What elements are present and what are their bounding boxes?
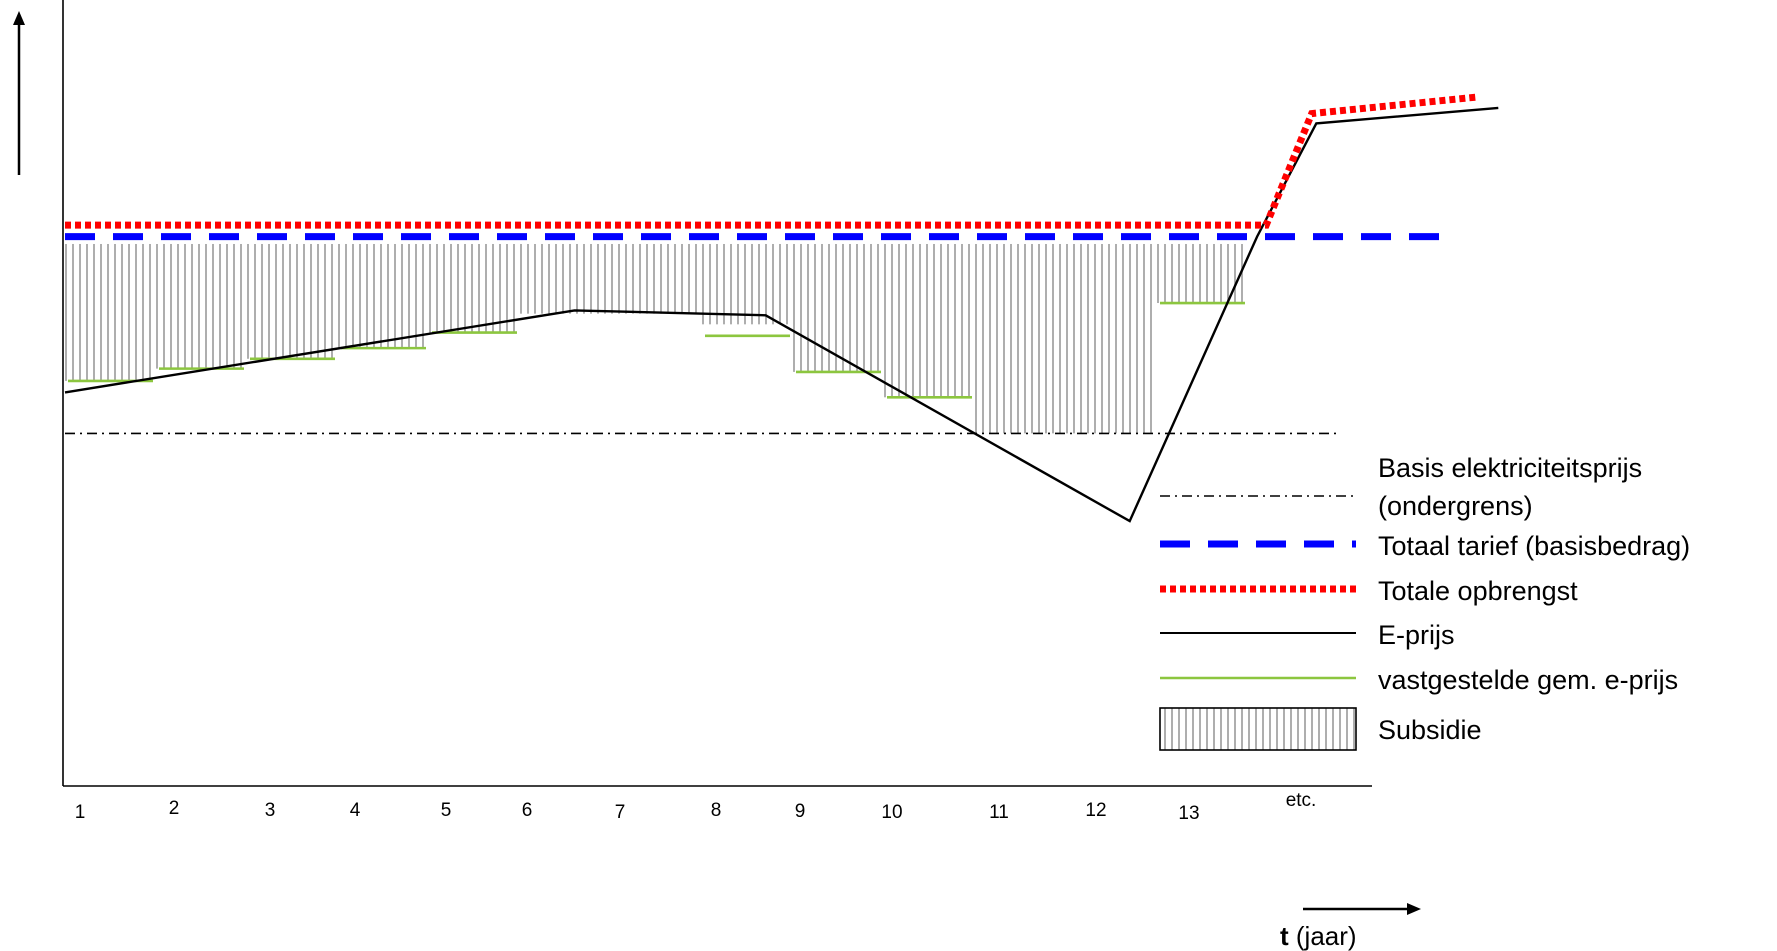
subsidy-bar-5 <box>429 243 520 333</box>
subsidy-bar-12 <box>1066 243 1157 434</box>
x-tick-label: 3 <box>265 800 276 821</box>
x-tick-label: 5 <box>441 800 452 821</box>
x-tick-label: 10 <box>881 802 902 823</box>
legend-label-gem: vastgestelde gem. e-prijs <box>1378 665 1678 695</box>
x-tick-label: 8 <box>711 800 722 821</box>
legend-label-basis: Basis elektriciteitsprijs <box>1378 453 1642 483</box>
x-tick-label: 12 <box>1085 800 1106 821</box>
subsidy-bars <box>65 243 1248 434</box>
subsidy-bar-13 <box>1157 243 1248 304</box>
subsidy-bar-8 <box>702 243 793 325</box>
x-tick-label: 6 <box>522 800 533 821</box>
x-tick-label: 1 <box>75 802 86 823</box>
x-axis-label-rest: (jaar) <box>1289 921 1357 951</box>
x-tick-label: 9 <box>795 801 806 822</box>
series-line-eprijs <box>64 106 1499 523</box>
subsidy-bar-9 <box>793 243 884 372</box>
subsidy-bar-7 <box>611 243 702 314</box>
legend: Basis elektriciteitsprijs (ondergrens) Tot… <box>1159 453 1690 751</box>
x-tick-label: 2 <box>169 798 180 819</box>
legend-label-basis: (ondergrens) <box>1378 491 1533 521</box>
series-lines <box>64 93 1499 523</box>
subsidy-bar-6 <box>520 243 611 314</box>
series-line-opbrengst <box>65 93 1476 229</box>
x-tick-label: 4 <box>350 800 361 821</box>
legend-label-subsidie: Subsidie <box>1378 715 1482 745</box>
x-axis-label-bold: t <box>1280 921 1289 951</box>
x-tick-label: 7 <box>615 802 626 823</box>
subsidy-bar-4 <box>338 243 429 349</box>
legend-label-tarief: Totaal tarief (basisbedrag) <box>1378 531 1690 561</box>
x-tick-label: 13 <box>1178 803 1199 824</box>
legend-swatch-subsidie <box>1159 707 1357 751</box>
subsidy-bar-2 <box>156 243 247 369</box>
x-tick-label: 11 <box>989 802 1009 823</box>
x-axis-label: t (jaar) <box>1280 921 1357 951</box>
legend-label-opbrengst: Totale opbrengst <box>1378 576 1578 606</box>
x-tick-label: etc. <box>1286 790 1317 811</box>
subsidy-bar-1 <box>65 243 156 381</box>
subsidy-bar-11 <box>975 243 1066 434</box>
legend-label-eprijs: E-prijs <box>1378 620 1455 650</box>
subsidy-bar-3 <box>247 243 338 359</box>
subsidy-bar-10 <box>884 243 975 398</box>
